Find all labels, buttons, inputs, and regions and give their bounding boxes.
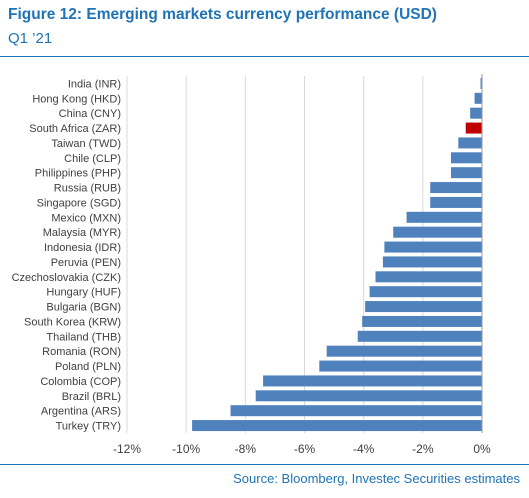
- bar: [450, 167, 482, 179]
- bar: [326, 345, 482, 357]
- footer-divider: [0, 464, 529, 465]
- category-label: Brazil (BRL): [62, 391, 121, 403]
- bar: [430, 196, 482, 208]
- bar: [263, 375, 482, 387]
- bars: [192, 77, 483, 432]
- category-label: Indonesia (IDR): [44, 242, 121, 254]
- bar: [450, 152, 482, 164]
- bar: [375, 271, 482, 283]
- category-label: Taiwan (TWD): [51, 138, 121, 150]
- category-label: Romania (RON): [42, 346, 121, 358]
- bar: [230, 405, 482, 417]
- gridlines: [126, 76, 424, 433]
- bar: [470, 107, 482, 119]
- x-tick-label: -12%: [113, 442, 141, 456]
- bar: [369, 286, 482, 298]
- header-divider: [0, 56, 529, 57]
- x-tick-labels: -12% -10% -8% -6% -4% -2% 0%: [113, 442, 491, 456]
- category-label: Hong Kong (HKD): [32, 93, 121, 105]
- category-label: Bulgaria (BGN): [46, 302, 121, 314]
- source-note: Source: Bloomberg, Investec Securities e…: [233, 471, 520, 486]
- category-label: South Korea (KRW): [24, 316, 121, 328]
- x-tick-label: -6%: [294, 442, 316, 456]
- bar: [255, 390, 482, 402]
- x-tick-label: -4%: [353, 442, 375, 456]
- bar-chart: India (INR) Hong Kong (HKD) China (CNY) Sou…: [12, 74, 491, 456]
- x-tick-label: -2%: [412, 442, 434, 456]
- category-label: India (INR): [68, 78, 121, 90]
- category-label: Mexico (MXN): [51, 212, 121, 224]
- bar: [384, 241, 482, 253]
- category-label: Czechoslovakia (CZK): [12, 272, 121, 284]
- category-label: South Africa (ZAR): [29, 123, 121, 135]
- x-tick-label: 0%: [473, 442, 491, 456]
- bar: [430, 182, 482, 194]
- category-labels: India (INR) Hong Kong (HKD) China (CNY) Sou…: [12, 78, 121, 432]
- chart-subtitle: Q1 ’21: [8, 30, 53, 47]
- category-label: Hungary (HUF): [46, 287, 121, 299]
- category-label: Turkey (TRY): [56, 421, 121, 433]
- category-label: Malaysia (MYR): [43, 227, 121, 239]
- bar: [319, 360, 482, 372]
- category-label: Poland (PLN): [55, 361, 121, 373]
- bar: [362, 315, 482, 327]
- category-label: Peruvia (PEN): [51, 257, 121, 269]
- chart-title: Figure 12: Emerging markets currency per…: [8, 6, 437, 23]
- category-label: Chile (CLP): [64, 153, 121, 165]
- bar: [480, 77, 482, 89]
- bar: [406, 211, 482, 223]
- category-label: Philippines (PHP): [35, 168, 121, 180]
- bar: [474, 92, 482, 104]
- bar: [192, 420, 483, 432]
- bar: [382, 256, 482, 268]
- bar: [365, 301, 482, 313]
- bar: [458, 137, 482, 149]
- category-label: Colombia (COP): [40, 376, 121, 388]
- category-label: Argentina (ARS): [41, 406, 121, 418]
- bar: [393, 226, 482, 238]
- x-tick-label: -10%: [172, 442, 200, 456]
- category-label: Singapore (SGD): [37, 197, 121, 209]
- category-label: Russia (RUB): [54, 183, 121, 195]
- x-tick-label: -8%: [235, 442, 257, 456]
- bar: [357, 330, 482, 342]
- category-label: China (CNY): [59, 108, 121, 120]
- bar: [465, 122, 482, 134]
- category-label: Thailand (THB): [46, 331, 121, 343]
